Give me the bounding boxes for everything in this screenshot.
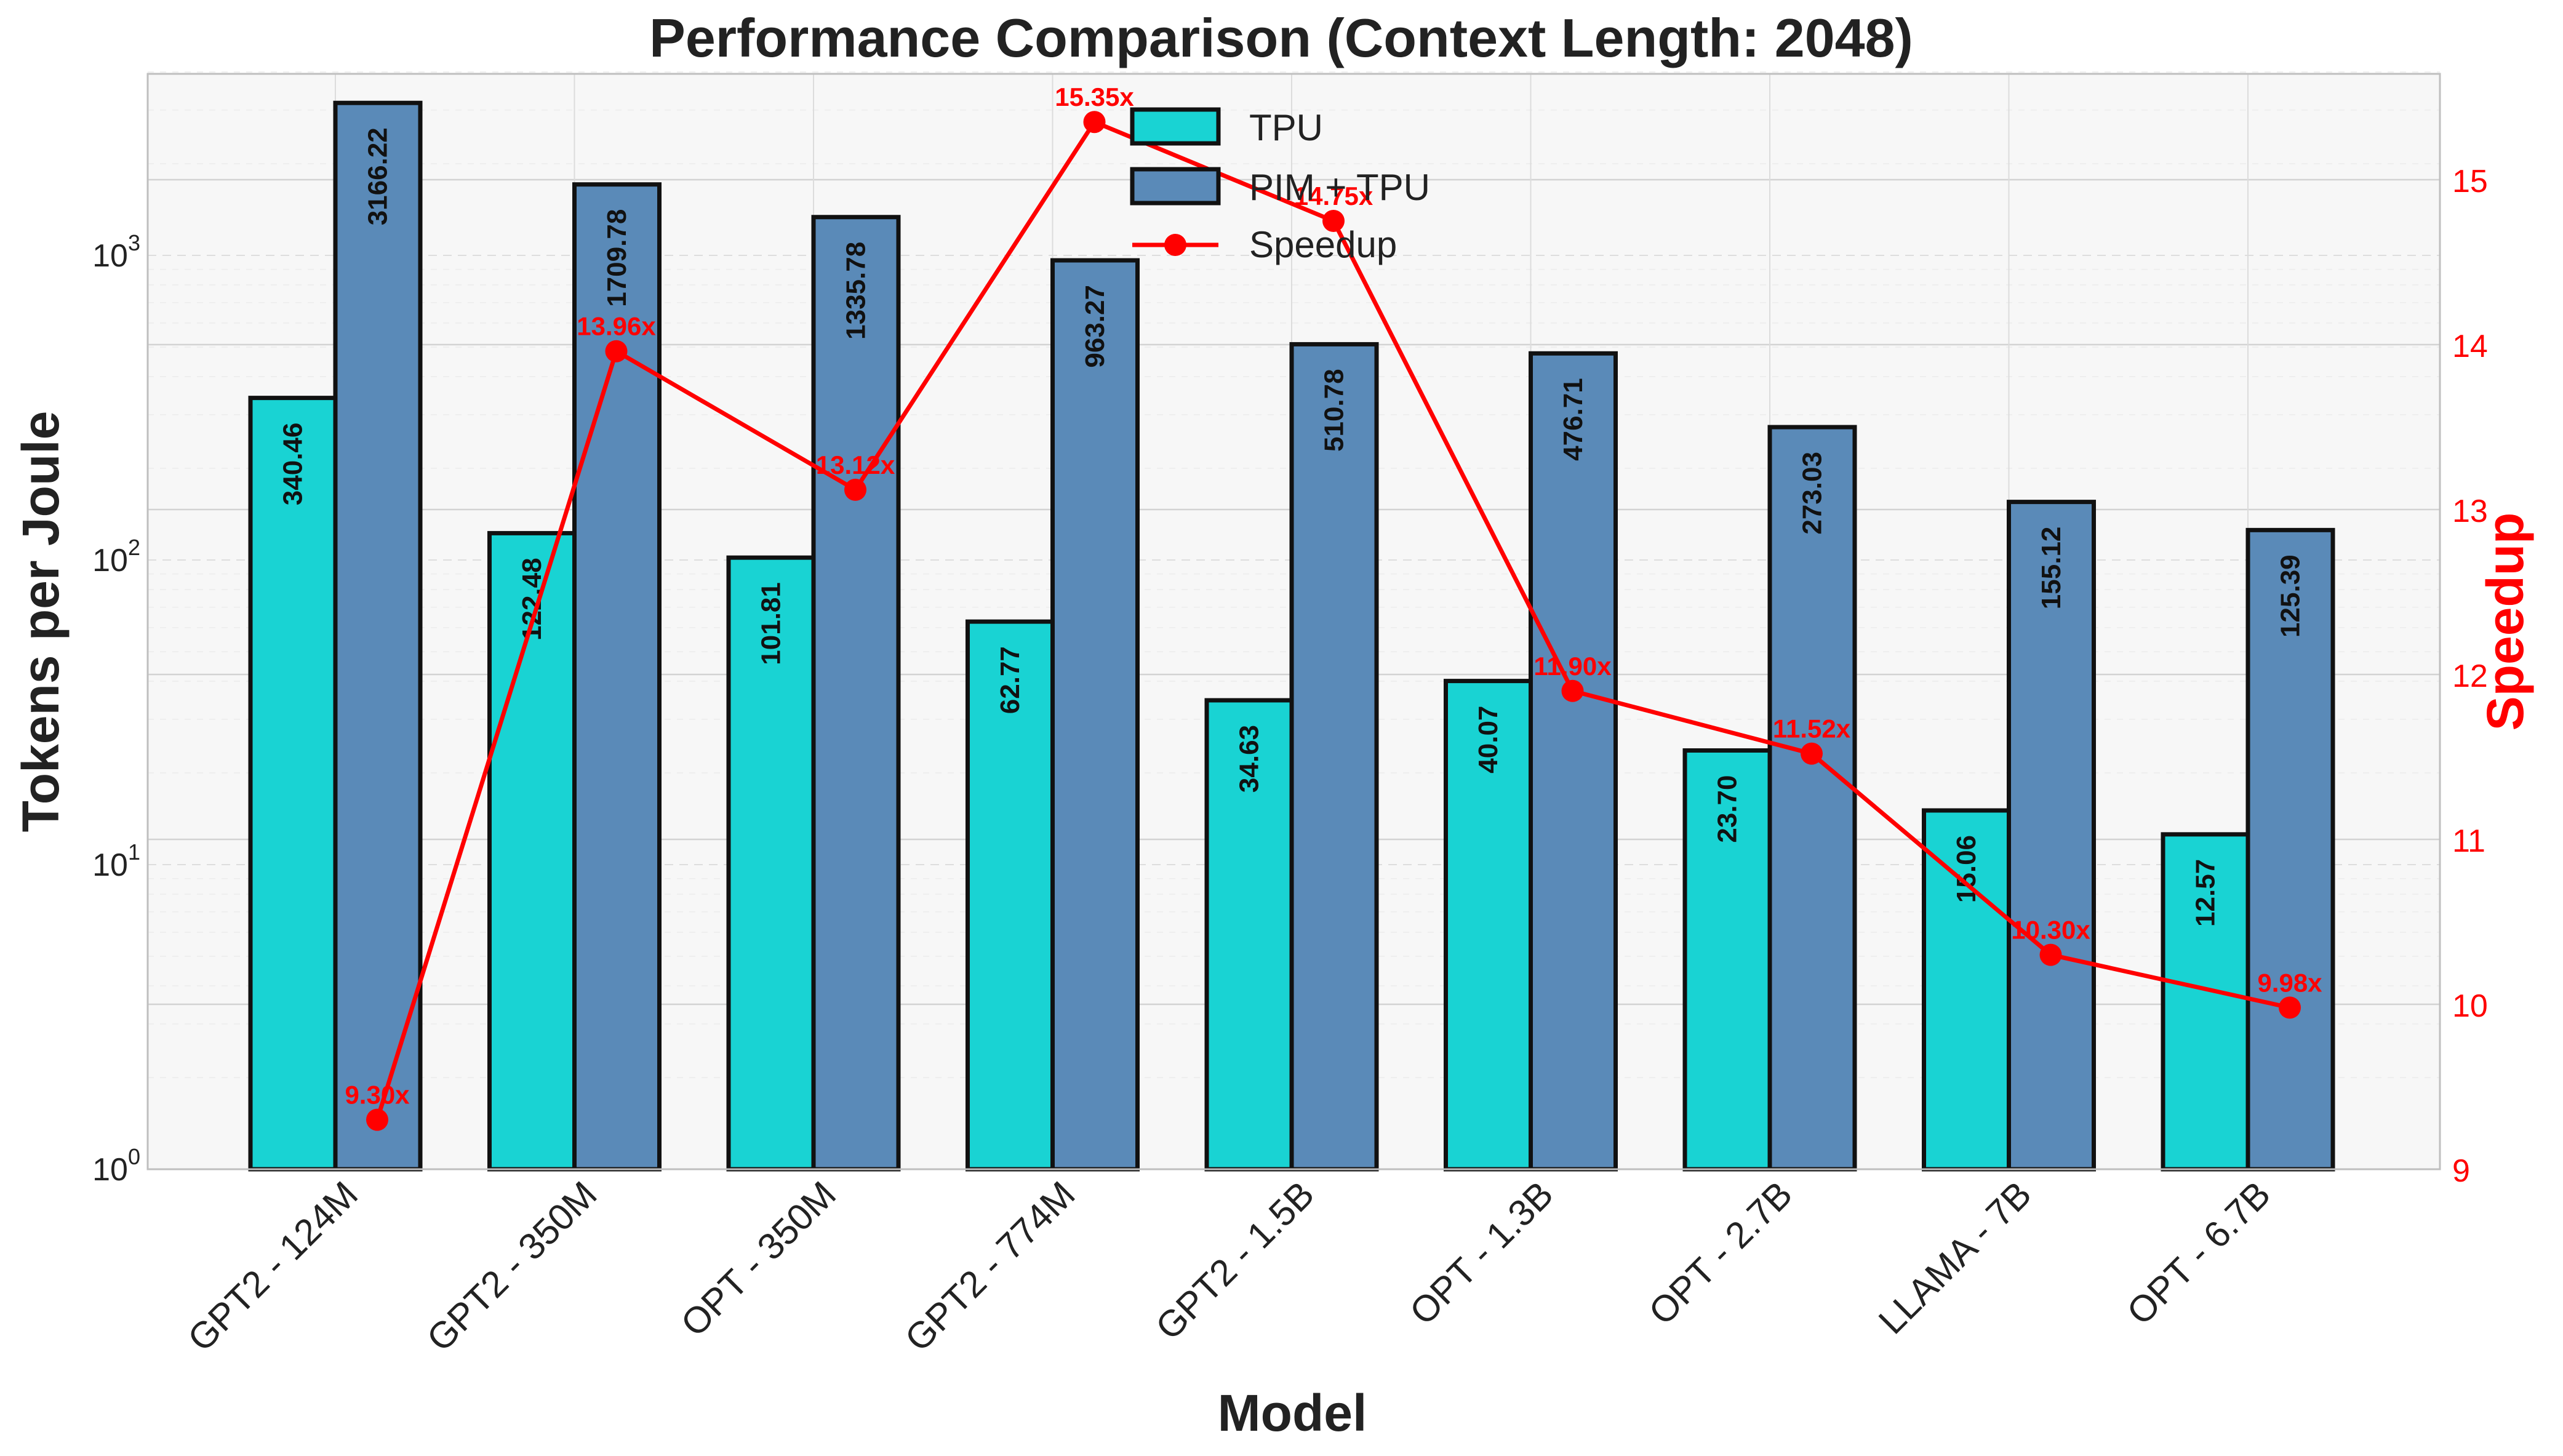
speedup-point bbox=[1083, 111, 1106, 134]
pim-tpu-bar bbox=[2245, 527, 2335, 1172]
right-axis-ticks: 9 10 11 12 13 14 15 bbox=[2452, 164, 2488, 1189]
speedup-label: 11.52x bbox=[1773, 714, 1851, 743]
speedup-label: 13.96x bbox=[577, 312, 656, 341]
speedup-point bbox=[605, 340, 628, 362]
legend-label: Speedup bbox=[1249, 224, 1397, 265]
category-label: OPT - 1.3B bbox=[1402, 1174, 1561, 1333]
bar-value-label: 1709.78 bbox=[602, 209, 632, 307]
pim-tpu-bar bbox=[333, 100, 423, 1172]
chart-title: Performance Comparison (Context Length: … bbox=[649, 7, 1913, 68]
category-label: OPT - 6.7B bbox=[2119, 1174, 2278, 1333]
y-tick-label: 101 bbox=[92, 839, 140, 883]
category-label: GPT2 - 774M bbox=[897, 1174, 1083, 1359]
tpu-bar bbox=[248, 396, 338, 1172]
pim-tpu-bar bbox=[1529, 351, 1618, 1172]
bar-value-label: 101.81 bbox=[756, 582, 786, 665]
bar-value-label: 3166.22 bbox=[363, 127, 393, 225]
category-label: OPT - 2.7B bbox=[1641, 1174, 1800, 1333]
speedup-point bbox=[844, 478, 866, 501]
legend-marker-speedup bbox=[1164, 234, 1186, 256]
y2-tick-label: 9 bbox=[2452, 1153, 2470, 1189]
tpu-bar bbox=[1682, 748, 1772, 1172]
bar-value-label: 340.46 bbox=[278, 423, 308, 506]
legend: TPU PIM + TPU Speedup bbox=[1130, 107, 1430, 265]
bar-value-label: 510.78 bbox=[1319, 369, 1349, 452]
speedup-label: 9.98x bbox=[2257, 968, 2322, 997]
pim-tpu-bar bbox=[811, 215, 901, 1172]
speedup-point bbox=[2279, 996, 2301, 1019]
bar-value-label: 125.39 bbox=[2276, 554, 2306, 638]
y2-tick-label: 15 bbox=[2452, 164, 2488, 199]
bar-value-label: 34.63 bbox=[1234, 725, 1265, 793]
pim-tpu-bar bbox=[1050, 258, 1140, 1172]
x-axis-title: Model bbox=[1218, 1384, 1367, 1442]
y2-tick-label: 13 bbox=[2452, 494, 2488, 529]
pim-tpu-bar bbox=[1289, 342, 1379, 1172]
legend-label: PIM + TPU bbox=[1249, 167, 1430, 208]
plot-frame bbox=[146, 73, 2441, 1170]
bar-value-label: 40.07 bbox=[1473, 706, 1503, 774]
category-label: GPT2 - 350M bbox=[419, 1174, 605, 1359]
bar-value-label: 62.77 bbox=[995, 646, 1025, 714]
speedup-line: 9.30x 13.96x 13.12x 15.35x 14.75x 11.90x 11.52… bbox=[345, 82, 2322, 1131]
speedup-label: 10.30x bbox=[2011, 916, 2090, 945]
bar-value-label: 23.70 bbox=[1713, 775, 1743, 842]
speedup-label: 13.12x bbox=[816, 450, 895, 479]
speedup-point bbox=[1322, 210, 1345, 232]
legend-swatch-pim-tpu bbox=[1130, 167, 1221, 206]
y-tick-label: 102 bbox=[92, 535, 140, 578]
y2-tick-label: 10 bbox=[2452, 988, 2488, 1024]
y2-tick-label: 11 bbox=[2452, 823, 2485, 859]
category-label: GPT2 - 1.5B bbox=[1148, 1174, 1322, 1348]
category-axis-ticks: GPT2 - 124M GPT2 - 350M OPT - 350M GPT2 - 7… bbox=[180, 1174, 2278, 1359]
legend-label: TPU bbox=[1249, 107, 1323, 148]
category-label: OPT - 350M bbox=[673, 1174, 844, 1345]
bar-value-label: 1335.78 bbox=[841, 242, 871, 340]
legend-swatch-tpu bbox=[1130, 107, 1221, 146]
speedup-point bbox=[2039, 943, 2062, 966]
y2-tick-label: 12 bbox=[2452, 658, 2488, 694]
bar-value-label: 476.71 bbox=[1558, 378, 1588, 461]
pim-tpu-bar bbox=[1767, 425, 1857, 1172]
category-label: LLAMA - 7B bbox=[1871, 1174, 2039, 1342]
speedup-point bbox=[1561, 679, 1584, 702]
bar-value-label: 273.03 bbox=[1797, 452, 1828, 535]
y-tick-label: 100 bbox=[92, 1144, 140, 1188]
category-label: GPT2 - 124M bbox=[180, 1174, 366, 1359]
y2-tick-label: 14 bbox=[2452, 329, 2488, 364]
bar-value-label: 12.57 bbox=[2191, 859, 2221, 927]
y2-axis-title: Speedup bbox=[2476, 513, 2534, 731]
left-axis-ticks: 100 101 102 103 bbox=[92, 230, 140, 1188]
speedup-label: 9.30x bbox=[345, 1081, 410, 1110]
speedup-label: 11.90x bbox=[1533, 652, 1612, 681]
speedup-point bbox=[366, 1108, 388, 1131]
speedup-label: 15.35x bbox=[1055, 82, 1134, 111]
bars bbox=[248, 100, 2335, 1172]
speedup-point bbox=[1801, 742, 1823, 765]
bar-value-label: 963.27 bbox=[1080, 285, 1110, 368]
speedup-label: 14.75x bbox=[1294, 182, 1373, 210]
bar-value-label: 155.12 bbox=[2036, 527, 2066, 610]
y-axis-title: Tokens per Joule bbox=[12, 411, 70, 833]
tpu-bar bbox=[1204, 698, 1294, 1172]
tpu-bar bbox=[1922, 808, 2011, 1172]
y-tick-label: 103 bbox=[92, 230, 140, 274]
tpu-bar bbox=[487, 530, 577, 1172]
